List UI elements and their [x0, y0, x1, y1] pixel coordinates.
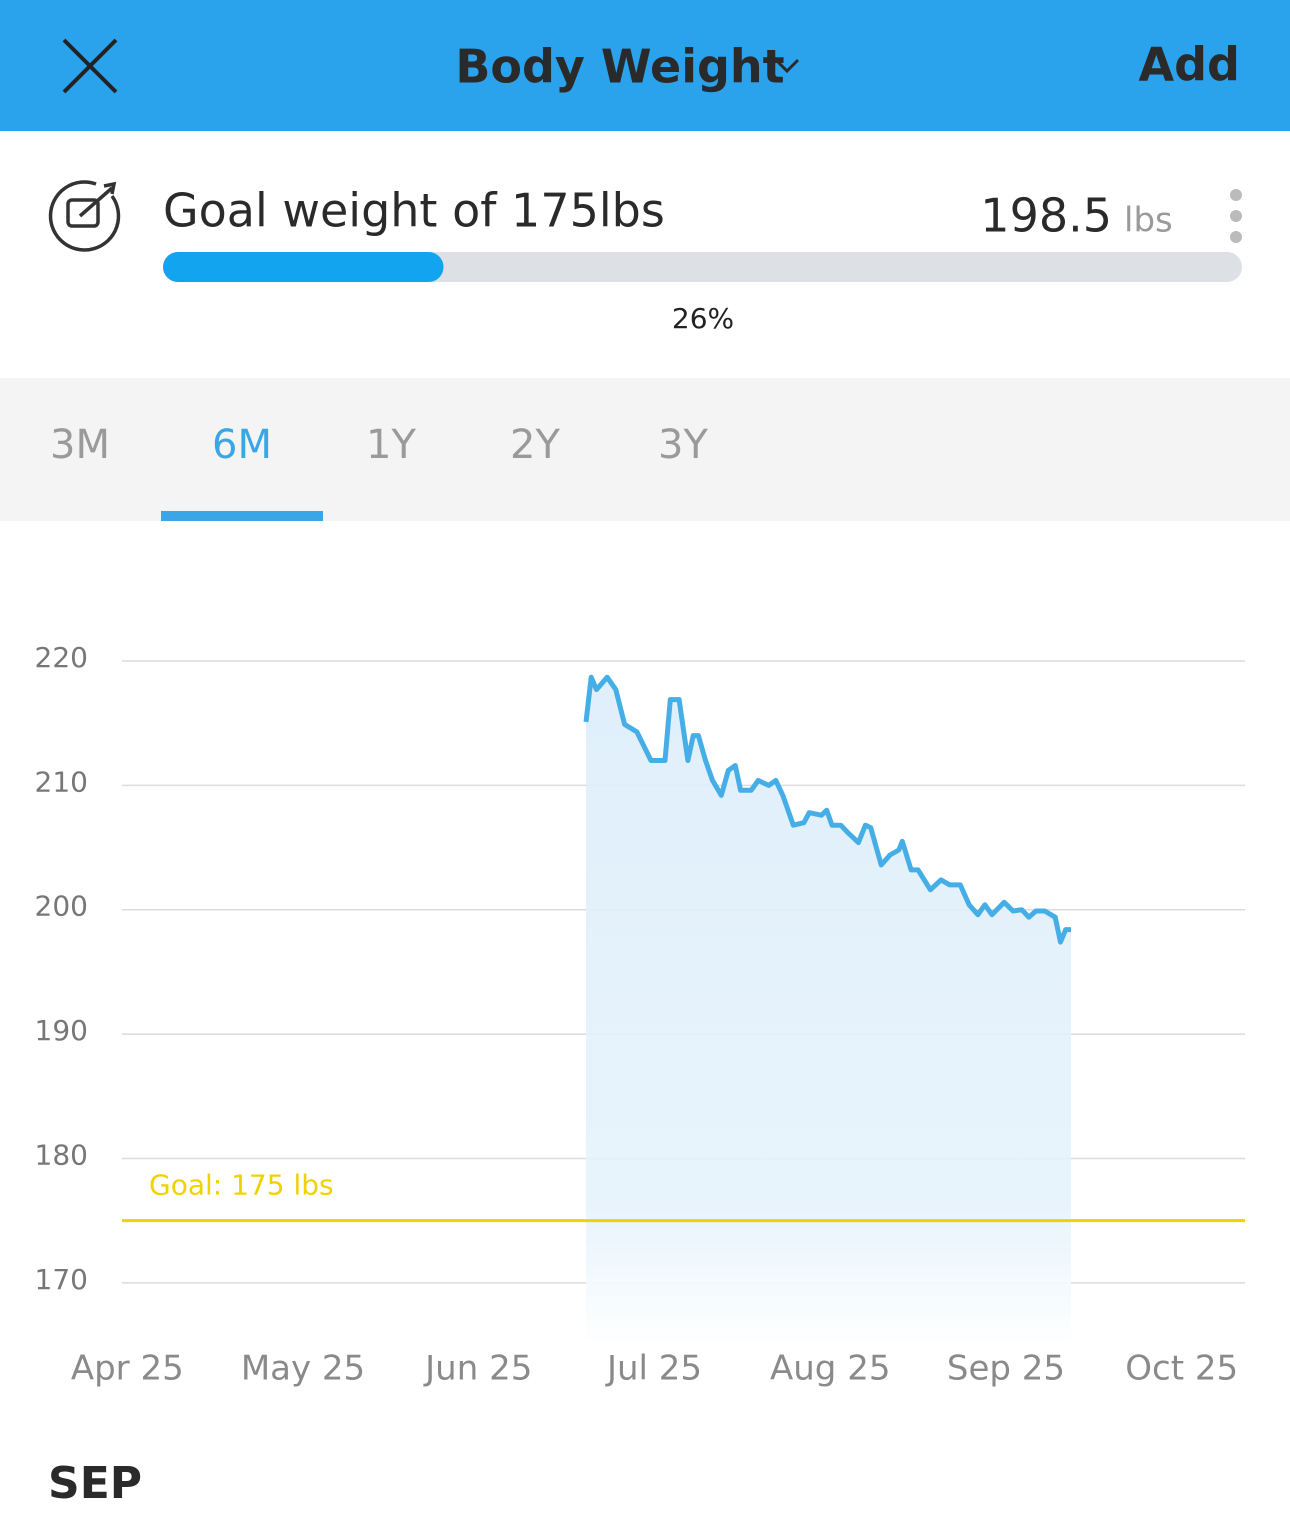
x-tick-label: Oct 25: [1125, 1349, 1238, 1389]
dropdown-chevron[interactable]: [774, 58, 800, 74]
y-tick-label: 180: [35, 1138, 88, 1171]
close-button[interactable]: [62, 38, 118, 94]
header-title[interactable]: Body Weight: [455, 40, 784, 94]
goal-icon: [48, 180, 121, 252]
tab[interactable]: 2Y: [510, 422, 560, 468]
tab[interactable]: 3Y: [658, 422, 708, 468]
line: [583, 674, 1071, 945]
progress-fill: [163, 252, 444, 282]
y-tick-label: 210: [35, 765, 88, 798]
y-tick-label: 190: [35, 1014, 88, 1047]
y-tick-label: 170: [35, 1263, 88, 1296]
x-tick-label: Apr 25: [71, 1349, 184, 1389]
tab[interactable]: 1Y: [366, 422, 416, 468]
tab-underline: [161, 511, 323, 521]
x-tick-label: Aug 25: [770, 1349, 890, 1389]
tab-bar: [0, 378, 1290, 521]
x-tick-label: Sep 25: [947, 1349, 1065, 1389]
tab[interactable]: 3M: [50, 422, 110, 468]
x-tick-label: Jun 25: [423, 1349, 532, 1389]
weight-unit: lbs: [1124, 201, 1173, 241]
progress-label: 26%: [672, 302, 734, 335]
x-tick-label: May 25: [241, 1349, 365, 1389]
y-tick-label: 200: [35, 890, 88, 923]
section-title: SEP: [48, 1458, 142, 1509]
y-tick-label: 220: [35, 641, 88, 674]
goal-label: Goal: 175 lbs: [149, 1169, 334, 1202]
tab[interactable]: 6M: [212, 422, 272, 468]
area: [586, 677, 1071, 1345]
current-weight: 198.5: [980, 189, 1112, 243]
more-menu[interactable]: [1230, 189, 1242, 243]
add-button[interactable]: Add: [1139, 38, 1240, 92]
header-bar: [0, 0, 1290, 131]
goal-title: Goal weight of 175lbs: [163, 184, 665, 238]
x-tick-label: Jul 25: [605, 1349, 702, 1389]
